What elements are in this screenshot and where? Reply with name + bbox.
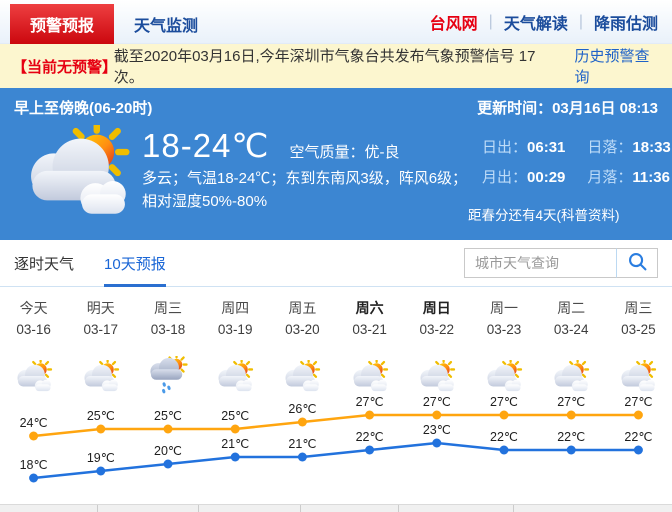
svg-text:27℃: 27℃ (356, 395, 384, 409)
day-label: 周一 (489, 300, 518, 316)
search-button[interactable] (616, 248, 658, 278)
alert-text: 截至2020年03月16日,今年深圳市气象台共发布气象预警信号 17 次。 (113, 48, 536, 86)
partly-cloudy-icon (538, 348, 605, 394)
nav-tab-0[interactable]: 预警预报 (10, 4, 115, 44)
nav-link-0[interactable]: 台风网 (429, 15, 478, 33)
day-label: 周四 (221, 300, 250, 316)
temperature-chart: 24℃ 25℃ 25℃ 25℃ 26℃ 27℃ 27℃ 27℃ 27℃ 27℃ 18℃ 19℃ 20℃ 2… (20, 395, 652, 483)
partly-cloudy-icon (14, 122, 142, 224)
sun-moon-times: 日出：06:31 日落：18:33 月出：00:29 月落：11:36 (482, 136, 671, 187)
svg-text:25℃: 25℃ (87, 409, 115, 423)
day-date: 03-22 (419, 322, 455, 337)
ten-day-forecast: 今天 03-16 明天 03-17 周三 03-18 周四 03-19 (0, 287, 672, 504)
day-date: 03-19 (217, 322, 253, 337)
partly-cloudy-icon (67, 348, 134, 394)
day-date: 03-23 (486, 322, 522, 337)
svg-text:22℃: 22℃ (624, 430, 652, 444)
partly-cloudy-icon (202, 348, 269, 394)
partly-cloudy-icon (403, 348, 470, 394)
history-alert-link[interactable]: 历史预警查询 (574, 48, 650, 86)
partly-cloudy-icon (336, 348, 403, 394)
forecast-day-col[interactable]: 周六 03-21 (336, 298, 403, 394)
weather-description: 多云；气温18-24℃；东到东南风3级，阵风6级；相对湿度50%-80% (142, 170, 468, 210)
day-date: 03-17 (83, 322, 119, 337)
update-time: 更新时间：03月16日 08:13 (477, 100, 658, 117)
svg-text:18℃: 18℃ (20, 458, 48, 472)
current-weather-panel: 早上至傍晚(06-20时) 更新时间：03月16日 08:13 18-24℃ 空… (0, 88, 672, 240)
svg-text:21℃: 21℃ (221, 437, 249, 451)
day-date: 03-16 (16, 322, 51, 337)
svg-text:25℃: 25℃ (154, 409, 182, 423)
search-icon (627, 251, 648, 275)
forecast-tab-1[interactable]: 10天预报 (104, 240, 166, 287)
forecast-day-col[interactable]: 今天 03-16 (0, 298, 67, 394)
forecast-tab-bar: 逐时天气 10天预报 (0, 240, 672, 287)
nav-tab-1[interactable]: 天气监测 (134, 18, 199, 35)
search-input[interactable] (464, 248, 616, 278)
day-date: 03-20 (285, 322, 320, 337)
svg-text:23℃: 23℃ (423, 423, 451, 437)
svg-text:27℃: 27℃ (490, 395, 518, 409)
day-label: 明天 (86, 300, 115, 316)
sun-moon-item: 月出：00:29 (482, 169, 566, 186)
svg-text:25℃: 25℃ (221, 409, 249, 423)
svg-text:20℃: 20℃ (154, 444, 182, 458)
sun-moon-item: 月落：11:36 (587, 169, 670, 186)
day-date: 03-25 (621, 322, 656, 337)
air-quality: 空气质量：优-良 (289, 144, 400, 161)
forecast-day-col[interactable]: 周一 03-23 (470, 298, 537, 394)
top-nav: 预警预报 天气监测 台风网 | 天气解读 | 降雨估测 (0, 0, 672, 44)
rain-icon (134, 348, 201, 394)
forecast-day-col[interactable]: 周二 03-24 (538, 298, 605, 394)
svg-text:19℃: 19℃ (87, 451, 115, 465)
day-date: 03-24 (553, 322, 589, 337)
svg-text:22℃: 22℃ (557, 430, 585, 444)
temperature-range: 18-24℃ (142, 127, 270, 164)
day-label: 周三 (153, 300, 182, 316)
day-date: 03-18 (150, 322, 186, 337)
partly-cloudy-icon (605, 348, 672, 394)
forecast-day-col[interactable]: 周三 03-25 (605, 298, 672, 394)
forecast-day-col[interactable]: 明天 03-17 (67, 298, 134, 394)
svg-text:27℃: 27℃ (624, 395, 652, 409)
svg-text:21℃: 21℃ (288, 437, 316, 451)
svg-text:22℃: 22℃ (356, 430, 384, 444)
bottom-table-edge (0, 504, 672, 512)
alert-badge: 【当前无预警】 (12, 58, 118, 76)
sun-moon-item: 日落：18:33 (587, 139, 671, 156)
nav-link-separator: | (488, 12, 493, 30)
day-label: 周五 (288, 300, 317, 316)
forecast-day-col[interactable]: 周日 03-22 (403, 298, 470, 394)
svg-text:27℃: 27℃ (557, 395, 585, 409)
partly-cloudy-icon (269, 348, 336, 394)
forecast-day-col[interactable]: 周五 03-20 (269, 298, 336, 394)
day-label: 周日 (422, 300, 451, 316)
forecast-day-col[interactable]: 周四 03-19 (202, 298, 269, 394)
sun-moon-item: 日出：06:31 (482, 139, 566, 156)
equinox-note: 距春分还有4天(科普资料) (468, 208, 620, 223)
nav-link-1[interactable]: 天气解读 (503, 15, 568, 33)
svg-text:24℃: 24℃ (20, 416, 48, 430)
city-search (464, 248, 658, 278)
nav-link-2[interactable]: 降雨估测 (593, 15, 658, 33)
forecast-day-col[interactable]: 周三 03-18 (134, 298, 201, 394)
partly-cloudy-icon (470, 348, 537, 394)
day-label: 周二 (557, 300, 586, 316)
partly-cloudy-icon (0, 348, 67, 394)
day-label: 周六 (355, 300, 384, 316)
forecast-period: 早上至傍晚(06-20时) (14, 100, 153, 117)
nav-link-separator: | (578, 12, 583, 30)
svg-text:26℃: 26℃ (288, 402, 316, 416)
alert-bar: 【当前无预警】 截至2020年03月16日,今年深圳市气象台共发布气象预警信号 … (0, 44, 672, 88)
svg-text:22℃: 22℃ (490, 430, 518, 444)
day-label: 周三 (624, 300, 653, 316)
top-nav-links: 台风网 | 天气解读 | 降雨估测 (430, 0, 672, 43)
forecast-tab-0[interactable]: 逐时天气 (14, 255, 75, 273)
day-label: 今天 (19, 300, 48, 316)
svg-text:27℃: 27℃ (423, 395, 451, 409)
day-date: 03-21 (352, 322, 387, 337)
